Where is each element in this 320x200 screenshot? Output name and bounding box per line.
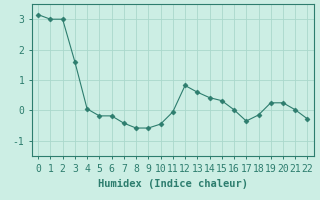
X-axis label: Humidex (Indice chaleur): Humidex (Indice chaleur): [98, 179, 248, 189]
